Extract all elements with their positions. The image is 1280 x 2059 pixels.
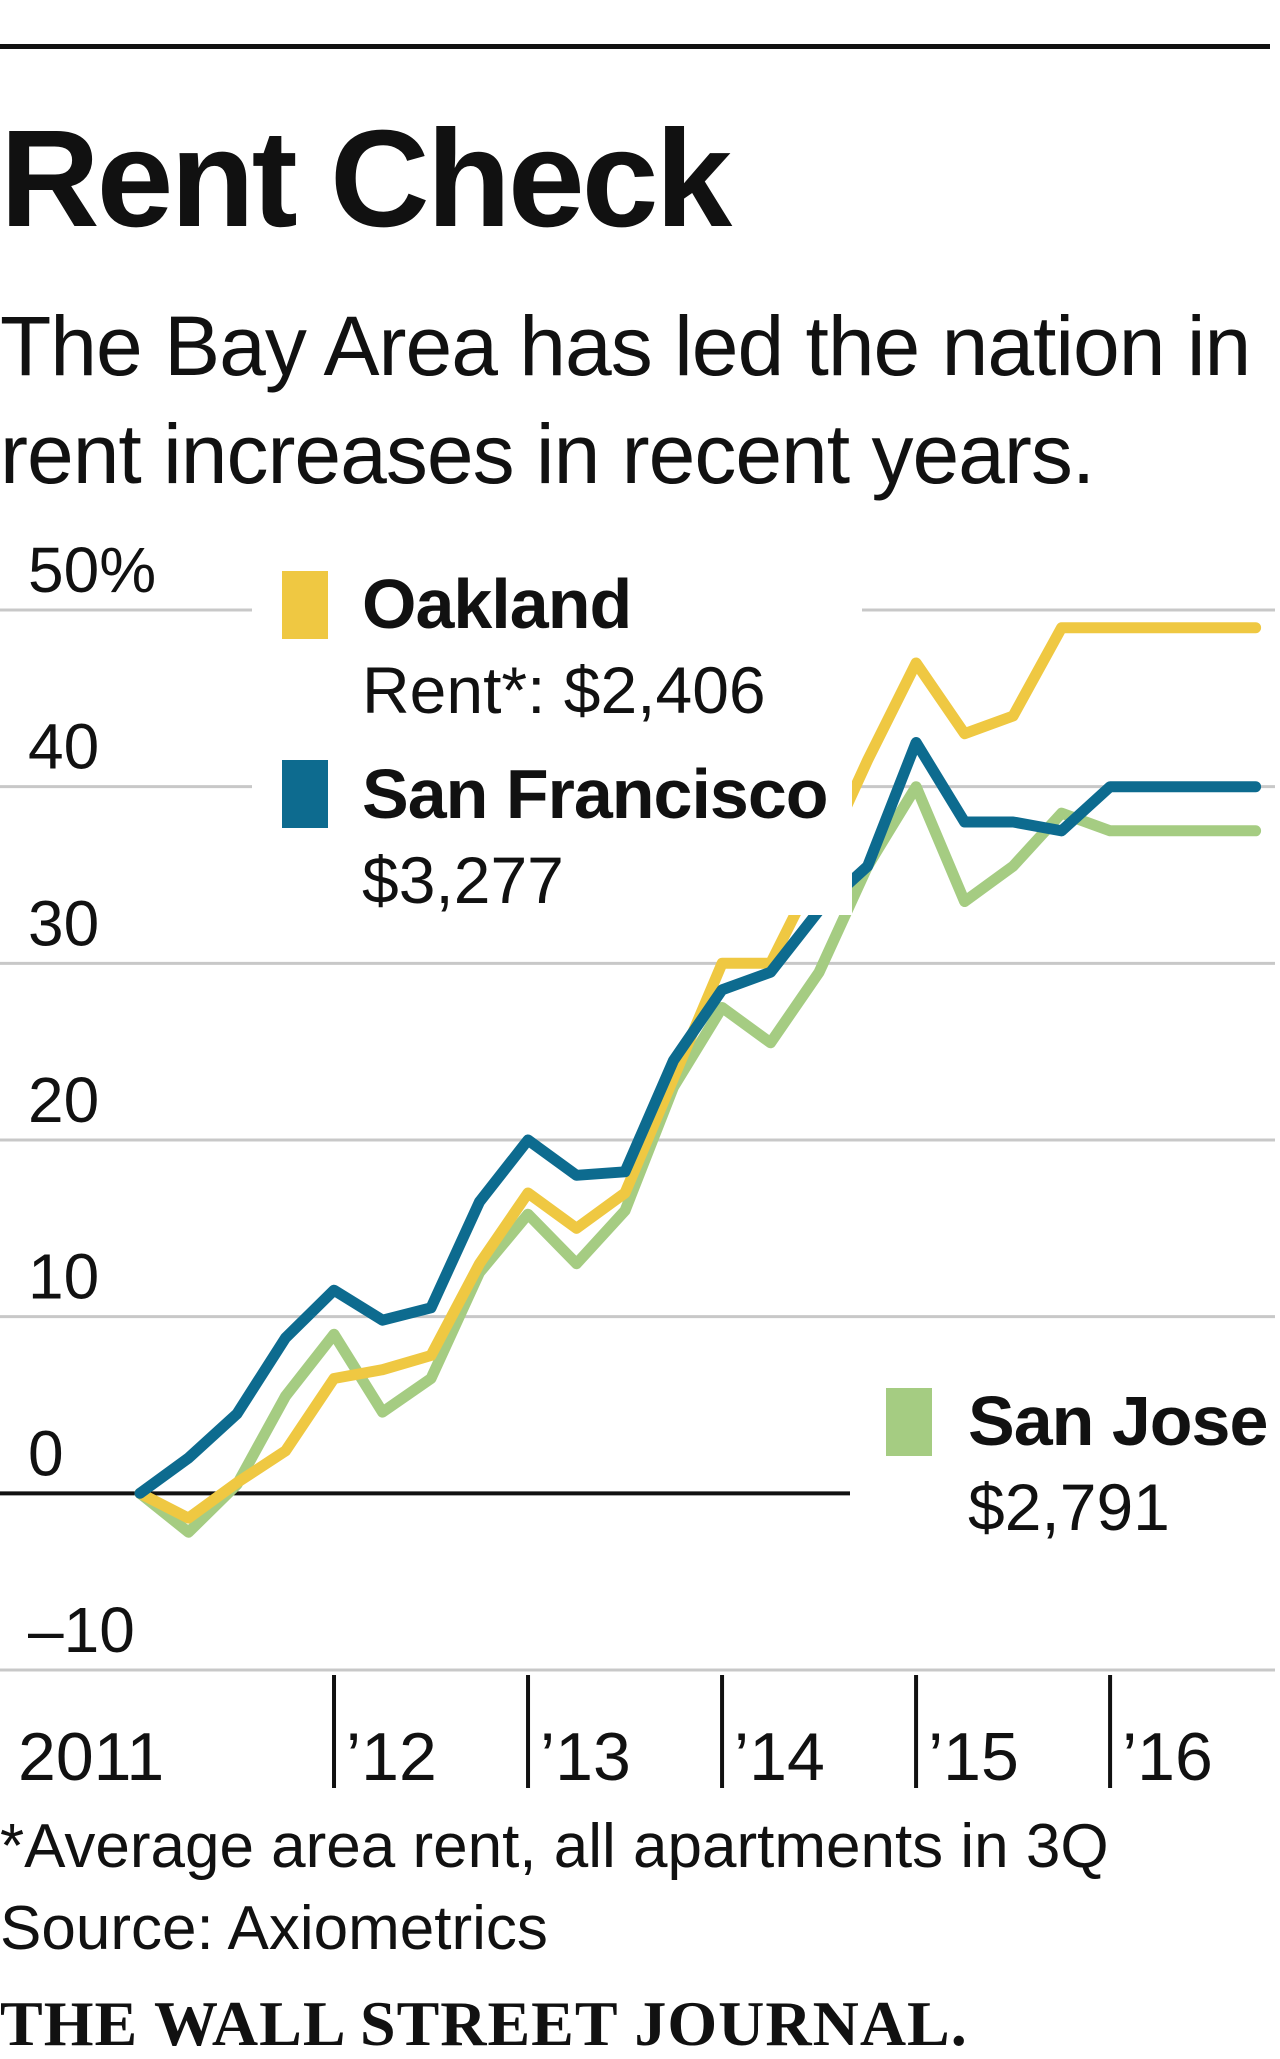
- y-tick-label: 40: [28, 711, 99, 783]
- legend-backdrop: [252, 745, 852, 915]
- legend-label-san-francisco: San Francisco: [362, 755, 828, 833]
- x-tick-label: ’14: [734, 1719, 825, 1795]
- legend-sublabel-oakland: Rent*: $2,406: [362, 653, 766, 727]
- y-tick-label: 30: [28, 887, 99, 959]
- legend-sublabel-san-francisco: $3,277: [362, 843, 564, 917]
- legend-sublabel-san-jose: $2,791: [968, 1470, 1170, 1544]
- chart-title: Rent Check: [0, 102, 732, 256]
- top-rule: [0, 44, 1270, 49]
- footnote: *Average area rent, all apartments in 3Q: [0, 1812, 1109, 1881]
- legend-label-oakland: Oakland: [362, 565, 631, 643]
- line-chart: –10 0 10 20 30 40 50% 2011 ’12 ’13 ’14 ’15 ’16 Oaklan…: [0, 534, 1280, 1795]
- legend-swatch-san-francisco: [282, 760, 328, 828]
- y-tick-label: 50%: [28, 534, 156, 606]
- y-tick-label: 20: [28, 1064, 99, 1136]
- publisher-logo: THE WALL STREET JOURNAL.: [0, 1988, 968, 2059]
- x-tick-label: ’13: [540, 1719, 631, 1795]
- x-tick-label: ’12: [346, 1719, 437, 1795]
- x-tick-label: ’16: [1122, 1719, 1213, 1795]
- y-tick-label: 0: [28, 1417, 64, 1489]
- legend-label-san-jose: San Jose: [968, 1382, 1267, 1460]
- y-tick-label: –10: [28, 1594, 135, 1666]
- x-tick-label: ’15: [928, 1719, 1019, 1795]
- source-note: Source: Axiometrics: [0, 1894, 548, 1963]
- x-tick-label: 2011: [18, 1719, 164, 1795]
- y-tick-label: 10: [28, 1241, 99, 1313]
- legend-swatch-san-jose: [886, 1388, 932, 1456]
- series-line-san-francisco: [134, 737, 1262, 1499]
- chart-subtitle: The Bay Area has led the nation in rent …: [0, 299, 1251, 501]
- legend-swatch-oakland: [282, 571, 328, 639]
- legend-backdrop: [252, 560, 862, 730]
